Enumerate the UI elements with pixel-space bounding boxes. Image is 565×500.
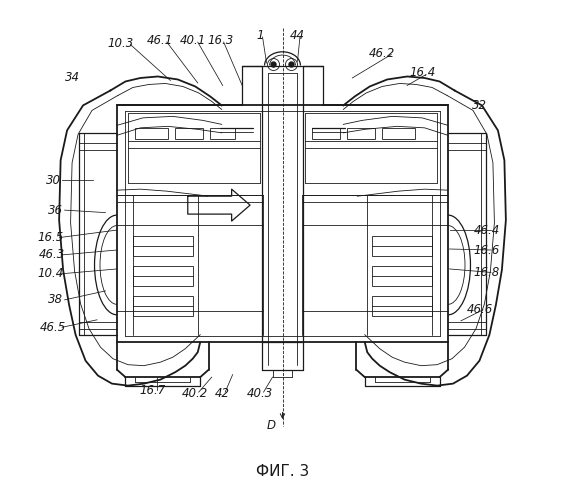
Text: 46.5: 46.5 [40,321,66,334]
Text: 34: 34 [64,72,80,85]
Text: 40.1: 40.1 [180,34,206,47]
Bar [133,296,193,316]
Text: 36: 36 [48,204,63,216]
Bar [133,236,193,256]
Text: 40.2: 40.2 [182,387,208,400]
Text: 38: 38 [48,294,63,306]
Bar [372,266,432,286]
Bar [347,128,375,140]
Bar [372,296,432,316]
Text: 16.5: 16.5 [37,231,64,244]
Text: 46.2: 46.2 [369,46,395,60]
Text: 16.8: 16.8 [474,266,500,279]
Text: 16.6: 16.6 [474,244,500,256]
Bar [210,128,235,140]
Circle shape [271,62,276,67]
Text: 16.7: 16.7 [140,384,166,397]
Text: 16.4: 16.4 [409,66,435,80]
Text: 44: 44 [290,29,305,42]
Text: 42: 42 [215,387,230,400]
Bar [372,236,432,256]
Text: 46.4: 46.4 [474,224,500,236]
Text: 46.1: 46.1 [147,34,173,47]
Circle shape [289,62,294,67]
Text: 40.3: 40.3 [247,387,273,400]
Bar [136,128,168,140]
Text: 46.6: 46.6 [466,304,493,316]
Bar [133,266,193,286]
Bar [382,128,415,140]
Text: 10.3: 10.3 [107,36,133,50]
Text: 32: 32 [472,99,487,112]
Bar [312,128,340,140]
Text: 10.4: 10.4 [37,268,64,280]
Text: D: D [267,419,276,432]
Text: 16.3: 16.3 [207,34,233,47]
Text: 46.3: 46.3 [39,248,66,262]
Text: 30: 30 [46,174,60,186]
Bar [175,128,203,140]
Text: ФИГ. 3: ФИГ. 3 [256,464,309,479]
Text: 1: 1 [257,29,264,42]
